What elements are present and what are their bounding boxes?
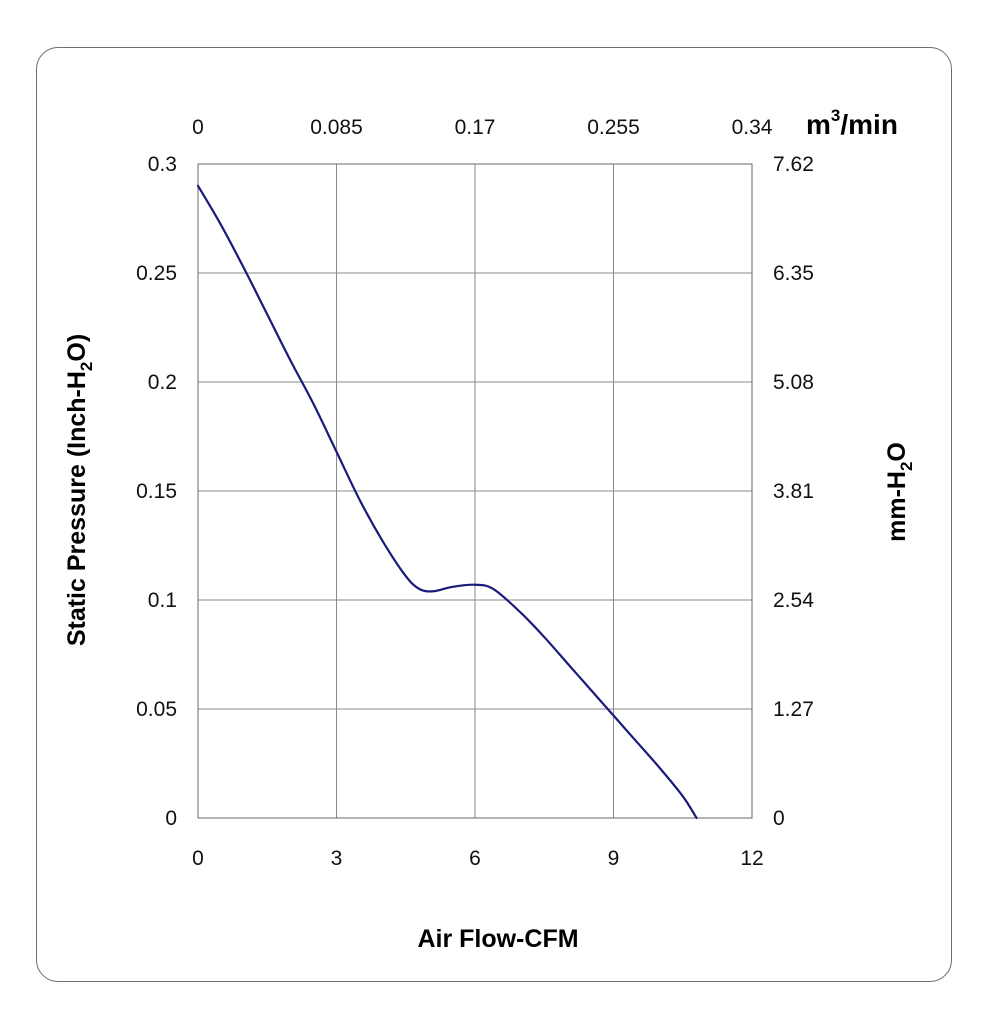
x2-tick-label-0: 0 (192, 116, 204, 139)
plot-border (197, 163, 753, 819)
y2-tick-label-4: 5.08 (773, 371, 814, 394)
series-layer (196, 184, 698, 820)
x2-tick-label-1: 0.085 (310, 116, 363, 139)
x2-tick-label-2: 0.17 (455, 116, 496, 139)
y2-tick-label-6: 7.62 (773, 153, 814, 176)
y-tick-label-4: 0.2 (148, 371, 177, 394)
y-tick-label-5: 0.25 (136, 262, 177, 285)
y-axis-title: Static Pressure (Inch-H2O) (63, 334, 96, 646)
y-tick-label-2: 0.1 (148, 589, 177, 612)
y2-tick-label-5: 6.35 (773, 262, 814, 285)
y2-tick-label-0: 0 (773, 807, 785, 830)
x-tick-label-2: 6 (469, 847, 481, 870)
y2-tick-label-2: 2.54 (773, 589, 814, 612)
x-tick-label-1: 3 (331, 847, 343, 870)
y-tick-label-3: 0.15 (136, 480, 177, 503)
y2-tick-label-3: 3.81 (773, 480, 814, 503)
y-tick-label-1: 0.05 (136, 698, 177, 721)
x-axis-title: Air Flow-CFM (417, 925, 578, 953)
x2-tick-label-3: 0.255 (587, 116, 640, 139)
x-tick-label-4: 12 (740, 847, 763, 870)
y2-axis-title: mm-H2O (883, 442, 916, 542)
y2-tick-label-1: 1.27 (773, 698, 814, 721)
grid (197, 163, 753, 819)
x2-tick-label-4: 0.34 (732, 116, 773, 139)
series-line-0 (196, 184, 698, 820)
x-tick-label-3: 9 (608, 847, 620, 870)
y-tick-label-0: 0 (165, 807, 177, 830)
y-tick-label-6: 0.3 (148, 153, 177, 176)
tick-labels: 0 3 6 9 12 0 0.085 0.17 0.255 0.34 0 0.05 0.1 0.15 0.2… (136, 116, 814, 870)
x2-axis-title: m3/min (806, 106, 898, 140)
chart-frame (36, 47, 952, 982)
x-tick-label-0: 0 (192, 847, 204, 870)
